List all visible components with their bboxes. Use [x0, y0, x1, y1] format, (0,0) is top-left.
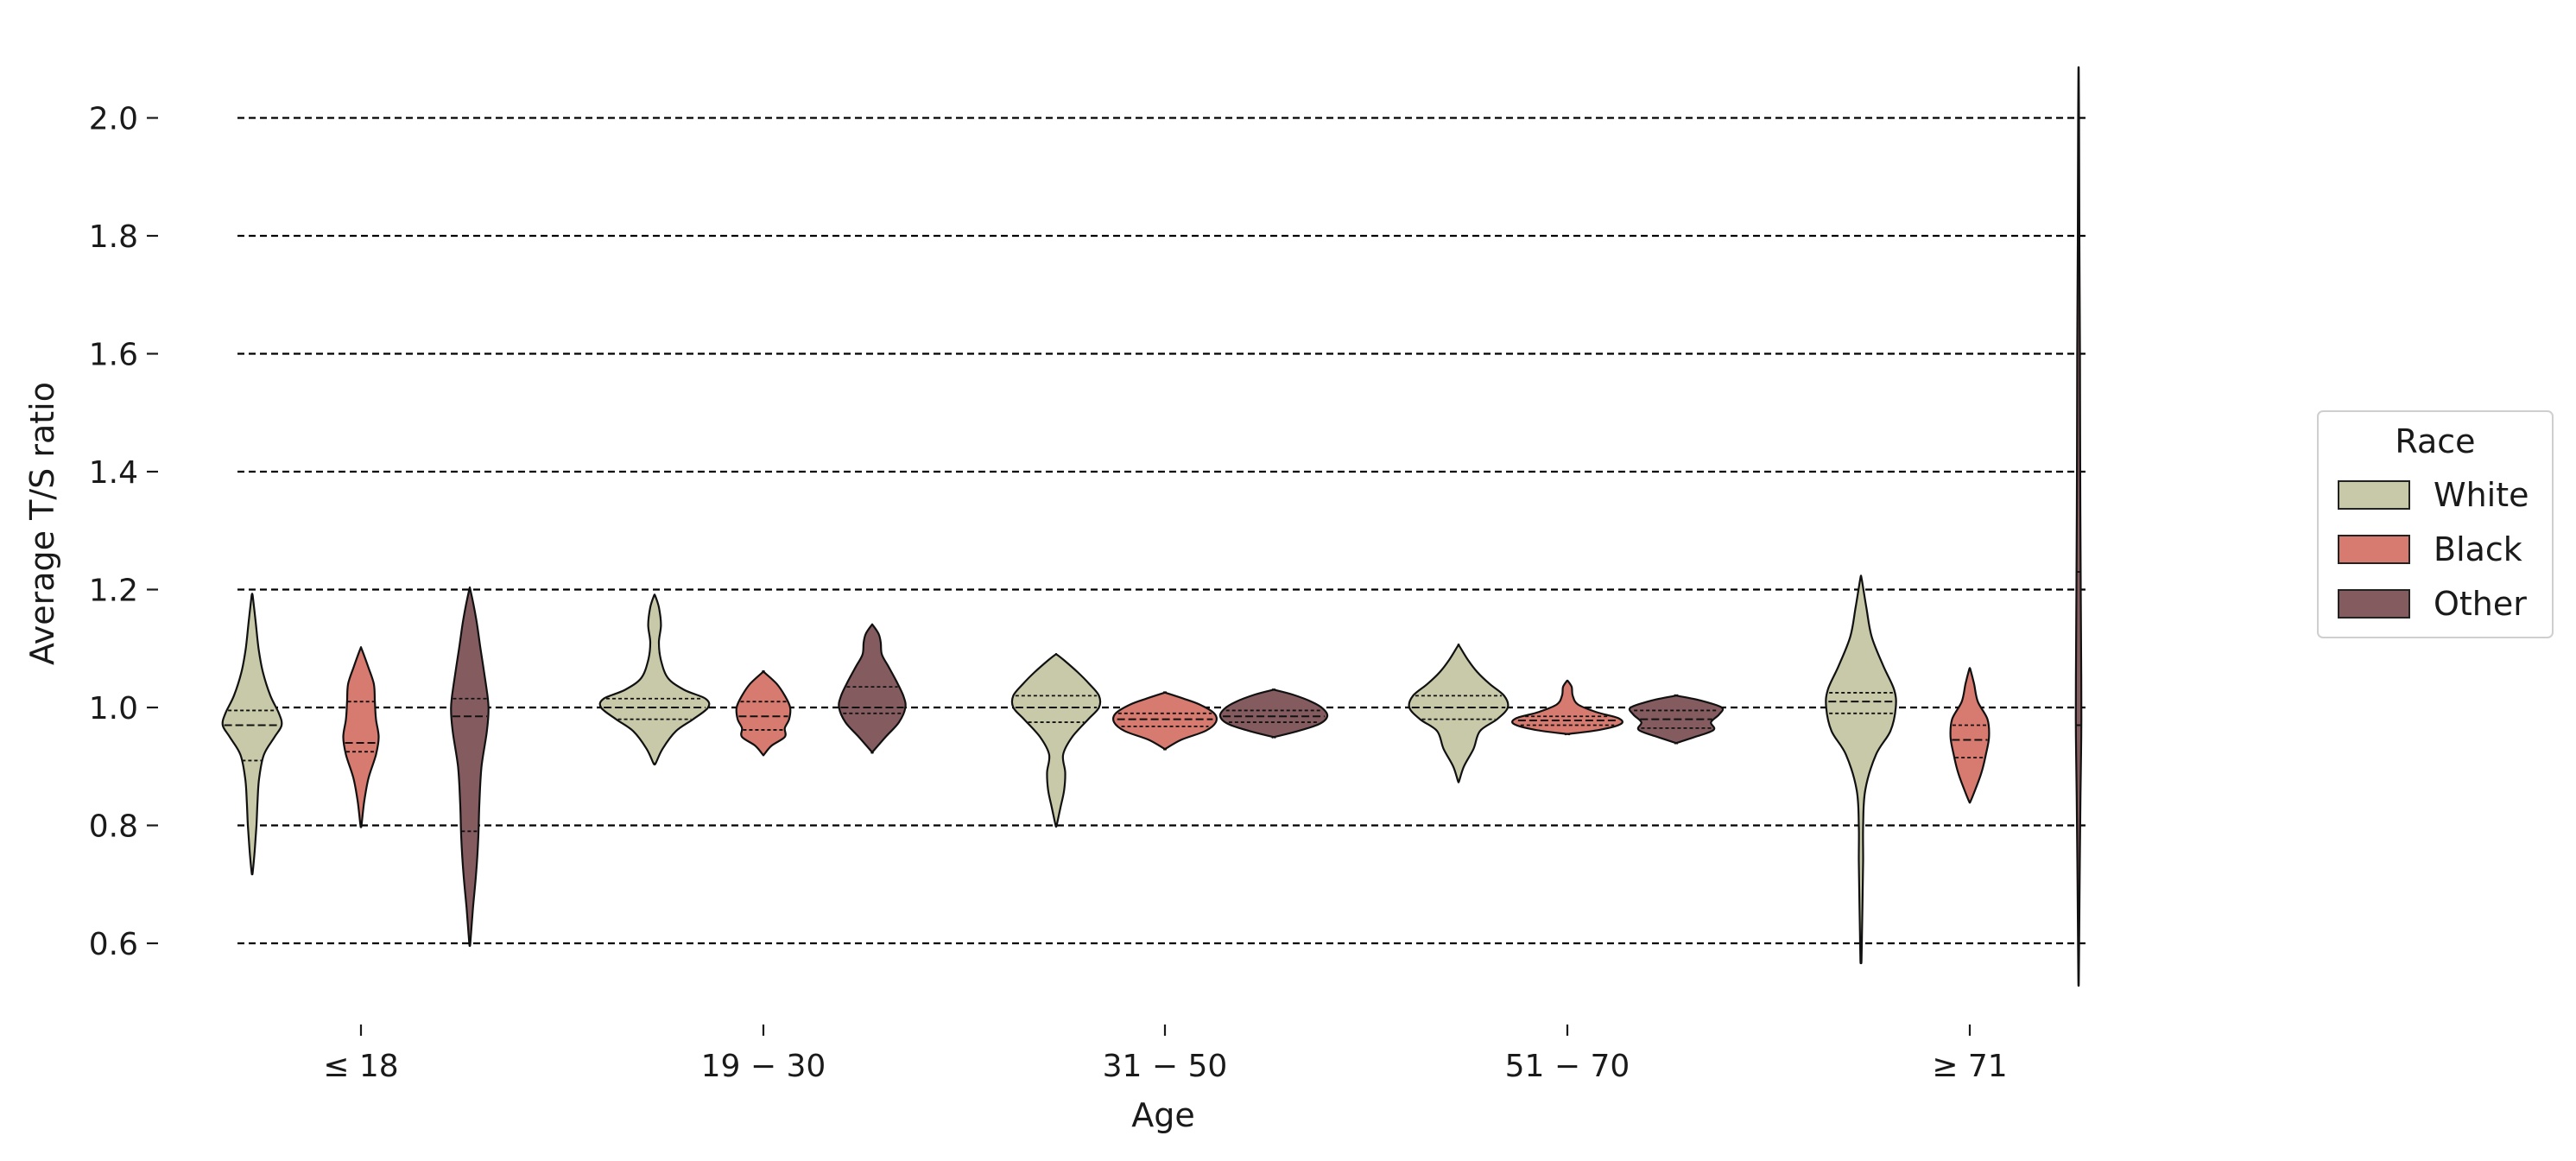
x-tick-label: 19 − 30 — [701, 1049, 826, 1084]
violin-white-4 — [1408, 643, 1510, 784]
x-tick-label: ≤ 18 — [323, 1049, 398, 1084]
violin-other-5 — [2074, 66, 2083, 987]
y-tick-label: 1.6 — [89, 338, 138, 373]
violin-body — [221, 593, 283, 876]
x-axis: ≤ 18 19 − 30 31 − 50 51 − 70 ≥ 71 — [323, 1025, 2008, 1084]
violin-other-1 — [450, 586, 490, 948]
violins — [221, 66, 2083, 987]
violin-body — [735, 669, 792, 757]
violin-black-5 — [1949, 667, 1991, 804]
violin-black-1 — [342, 646, 380, 828]
x-axis-title: Age — [1131, 1096, 1195, 1134]
y-axis-title: Average T/S ratio — [23, 382, 61, 665]
y-tick-label: 1.4 — [89, 455, 138, 491]
violin-other-4 — [1628, 694, 1725, 745]
y-tick-label: 1.8 — [89, 219, 138, 255]
gridlines — [237, 117, 2090, 945]
violin-body — [598, 593, 711, 766]
legend-label-other: Other — [2434, 585, 2527, 623]
violin-white-5 — [1825, 574, 1897, 965]
legend-frame — [2317, 410, 2554, 638]
violin-body — [1218, 688, 1329, 739]
x-tick-label: 31 − 50 — [1103, 1049, 1228, 1084]
violin-body — [1408, 643, 1510, 784]
legend-label-black: Black — [2434, 530, 2522, 568]
violin-other-3 — [1218, 688, 1329, 739]
violin-body — [1111, 691, 1218, 751]
y-tick-label: 1.2 — [89, 574, 138, 609]
violin-body — [450, 586, 490, 948]
x-tick-label: ≥ 71 — [1932, 1049, 2007, 1084]
legend-swatch-black — [2338, 535, 2410, 564]
y-tick-label: 0.8 — [89, 809, 138, 845]
violin-black-2 — [735, 669, 792, 757]
legend-entries: White Black Other — [2338, 476, 2529, 623]
violin-white-3 — [1010, 652, 1102, 828]
violin-body — [2074, 66, 2083, 987]
violin-body — [838, 623, 907, 754]
violin-other-2 — [838, 623, 907, 754]
legend: Race White Black Other — [2317, 410, 2554, 638]
y-tick-label: 1.0 — [89, 691, 138, 726]
legend-swatch-other — [2338, 589, 2410, 619]
violin-body — [1511, 679, 1623, 736]
legend-title: Race — [2395, 422, 2475, 460]
y-tick-label: 0.6 — [89, 927, 138, 962]
legend-swatch-white — [2338, 480, 2410, 510]
x-tick-label: 51 − 70 — [1505, 1049, 1630, 1084]
y-tick-label: 2.0 — [89, 102, 138, 137]
violin-white-2 — [598, 593, 711, 766]
y-axis: 0.6 0.8 1.0 1.2 1.4 1.6 1.8 2.0 — [89, 102, 158, 962]
violin-black-3 — [1111, 691, 1218, 751]
violin-white-1 — [221, 593, 283, 876]
legend-label-white: White — [2434, 476, 2529, 514]
violin-body — [1010, 652, 1102, 828]
violin-body — [1825, 574, 1897, 965]
violin-black-4 — [1511, 679, 1623, 736]
violin-body — [1949, 667, 1991, 804]
violin-body — [342, 646, 380, 828]
